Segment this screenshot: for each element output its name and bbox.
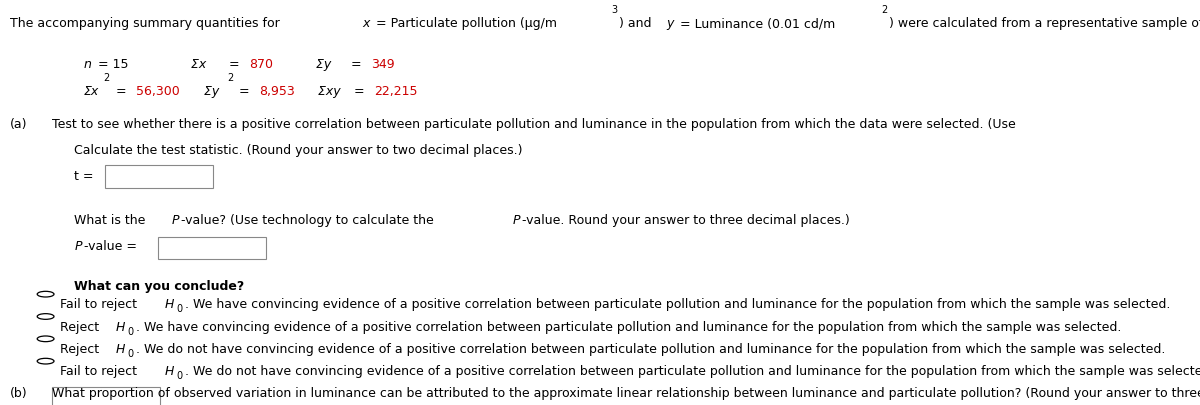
Text: x: x (362, 17, 371, 30)
Text: 56,300: 56,300 (136, 85, 180, 98)
Text: = 15: = 15 (94, 58, 128, 71)
Bar (52, 387, 160, 405)
Text: =: = (350, 85, 368, 98)
Text: =: = (112, 85, 131, 98)
Text: =: = (226, 58, 244, 71)
Text: (b): (b) (10, 386, 28, 399)
Text: 2: 2 (881, 5, 887, 15)
Text: What proportion of observed variation in luminance can be attributed to the appr: What proportion of observed variation in… (52, 386, 1200, 399)
Text: What is the: What is the (74, 214, 150, 227)
Text: ) and: ) and (619, 17, 655, 30)
Text: 3: 3 (611, 5, 617, 15)
Text: (a): (a) (10, 117, 28, 130)
Text: H: H (164, 364, 174, 377)
Text: Calculate the test statistic. (Round your answer to two decimal places.): Calculate the test statistic. (Round you… (74, 144, 523, 157)
Text: 2: 2 (103, 73, 110, 83)
Text: 0: 0 (176, 371, 182, 381)
Text: H: H (115, 320, 125, 333)
Text: H: H (115, 342, 125, 355)
Text: Σx: Σx (139, 58, 206, 71)
Text: . We have convincing evidence of a positive correlation between particulate poll: . We have convincing evidence of a posit… (185, 298, 1170, 311)
Text: Σx: Σx (84, 85, 100, 98)
Text: What can you conclude?: What can you conclude? (74, 279, 245, 292)
Text: P: P (512, 214, 520, 227)
Text: 22,215: 22,215 (374, 85, 418, 98)
Text: 0: 0 (127, 326, 134, 336)
Text: -value. Round your answer to three decimal places.): -value. Round your answer to three decim… (522, 214, 850, 227)
Text: Reject: Reject (60, 320, 103, 333)
Text: . We do not have convincing evidence of a positive correlation between particula: . We do not have convincing evidence of … (185, 364, 1200, 377)
Text: Reject: Reject (60, 342, 103, 355)
Text: Σy: Σy (281, 58, 331, 71)
Text: 2: 2 (227, 73, 234, 83)
Bar (157, 237, 265, 259)
Text: Fail to reject: Fail to reject (60, 298, 142, 311)
Bar (104, 166, 212, 188)
Text: ) were calculated from a representative sample of data that appeared in a articl: ) were calculated from a representative … (889, 17, 1200, 30)
Text: y: y (666, 17, 673, 30)
Text: t =: t = (74, 169, 98, 182)
Text: . We have convincing evidence of a positive correlation between particulate poll: . We have convincing evidence of a posit… (136, 320, 1121, 333)
Text: 349: 349 (371, 58, 395, 71)
Text: . We do not have convincing evidence of a positive correlation between particula: . We do not have convincing evidence of … (136, 342, 1165, 355)
Text: The accompanying summary quantities for: The accompanying summary quantities for (10, 17, 283, 30)
Text: 870: 870 (250, 58, 274, 71)
Text: P: P (74, 240, 82, 253)
Text: 0: 0 (176, 304, 182, 314)
Text: -value =: -value = (84, 240, 142, 253)
Text: =: = (347, 58, 365, 71)
Text: 8,953: 8,953 (259, 85, 295, 98)
Text: Σxy: Σxy (306, 85, 341, 98)
Text: n: n (84, 58, 92, 71)
Text: H: H (164, 298, 174, 311)
Text: 0: 0 (127, 348, 134, 358)
Text: P: P (172, 214, 179, 227)
Text: -value? (Use technology to calculate the: -value? (Use technology to calculate the (181, 214, 438, 227)
Text: Fail to reject: Fail to reject (60, 364, 142, 377)
Text: Σy: Σy (192, 85, 220, 98)
Text: =: = (235, 85, 254, 98)
Text: = Particulate pollution (μg/m: = Particulate pollution (μg/m (372, 17, 557, 30)
Text: = Luminance (0.01 cd/m: = Luminance (0.01 cd/m (676, 17, 835, 30)
Text: Test to see whether there is a positive correlation between particulate pollutio: Test to see whether there is a positive … (52, 117, 1019, 130)
